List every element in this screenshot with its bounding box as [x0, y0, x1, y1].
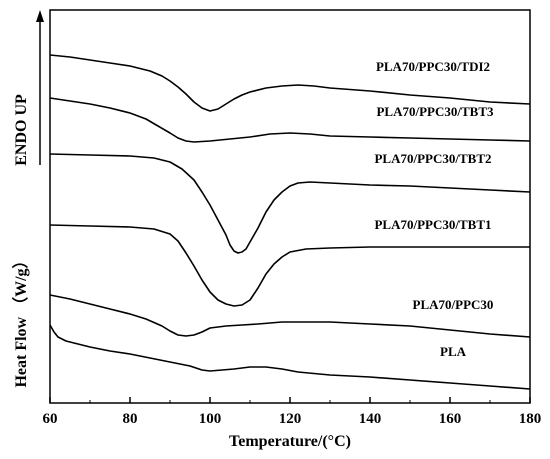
- y-label-heat-flow: Heat Flow （W/g）: [12, 252, 30, 387]
- x-ticks: 60 80 100 120 140 160 180: [43, 397, 542, 427]
- series-label-pla70-ppc30-tbt1: PLA70/PPC30/TBT1: [374, 217, 491, 232]
- series-label-pla70-ppc30-tbt2: PLA70/PPC30/TBT2: [374, 151, 491, 166]
- x-tick-label: 180: [519, 411, 542, 427]
- curve-pla70-ppc30: [49, 294, 531, 338]
- x-tick-label: 100: [199, 411, 222, 427]
- x-tick-label: 160: [439, 411, 462, 427]
- curve-pla: [49, 324, 531, 390]
- y-label-endo-up: ENDO UP: [13, 94, 30, 166]
- series-labels: PLA70/PPC30/TDI2 PLA70/PPC30/TBT3 PLA70/PP…: [374, 59, 494, 359]
- series-label-pla: PLA: [440, 344, 467, 359]
- curve-pla70-ppc30-tbt1: [49, 224, 530, 307]
- x-tick-label: 140: [359, 411, 382, 427]
- curve-pla70-ppc30-tbt2: [49, 153, 531, 254]
- series-label-pla70-ppc30: PLA70/PPC30: [413, 297, 494, 312]
- curve-pla70-ppc30-tdi2: [49, 54, 531, 112]
- curve-pla70-ppc30-tbt3: [49, 97, 531, 143]
- endo-up-arrow-head: [36, 10, 44, 22]
- x-axis-title: Temperature/(°C): [229, 433, 351, 450]
- x-tick-label: 80: [123, 411, 138, 427]
- x-tick-label: 120: [279, 411, 302, 427]
- x-tick-label: 60: [43, 411, 58, 427]
- series-label-pla70-ppc30-tdi2: PLA70/PPC30/TDI2: [376, 59, 490, 74]
- curves: [49, 54, 531, 390]
- series-label-pla70-ppc30-tbt3: PLA70/PPC30/TBT3: [376, 104, 494, 119]
